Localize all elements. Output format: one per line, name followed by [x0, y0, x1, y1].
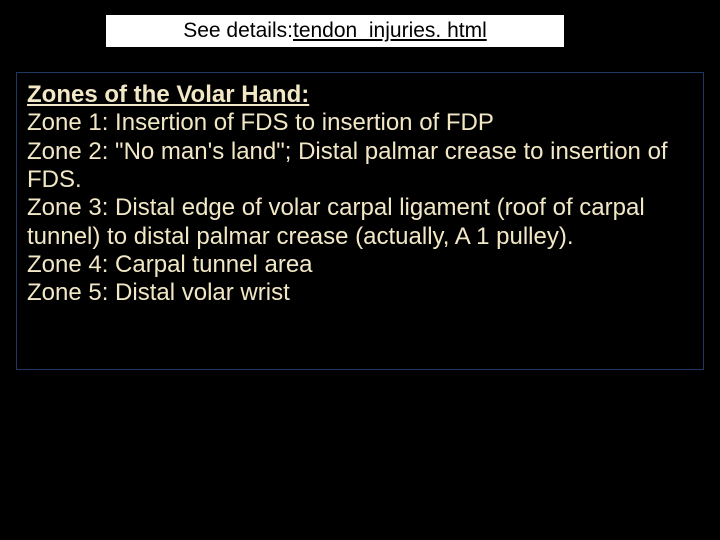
zone-item: Zone 5: Distal volar wrist — [27, 279, 693, 307]
zone-item: Zone 4: Carpal tunnel area — [27, 251, 693, 279]
zone-item: Zone 3: Distal edge of volar carpal liga… — [27, 194, 693, 251]
details-label: See details: — [183, 19, 293, 43]
zones-heading: Zones of the Volar Hand: — [27, 81, 693, 109]
zone-item: Zone 2: "No man's land"; Distal palmar c… — [27, 138, 693, 195]
details-link-box: See details: tendon_injuries. html — [105, 14, 565, 48]
zones-content-box: Zones of the Volar Hand: Zone 1: Inserti… — [16, 72, 704, 370]
zone-item: Zone 1: Insertion of FDS to insertion of… — [27, 109, 693, 137]
details-link[interactable]: tendon_injuries. html — [293, 19, 487, 43]
